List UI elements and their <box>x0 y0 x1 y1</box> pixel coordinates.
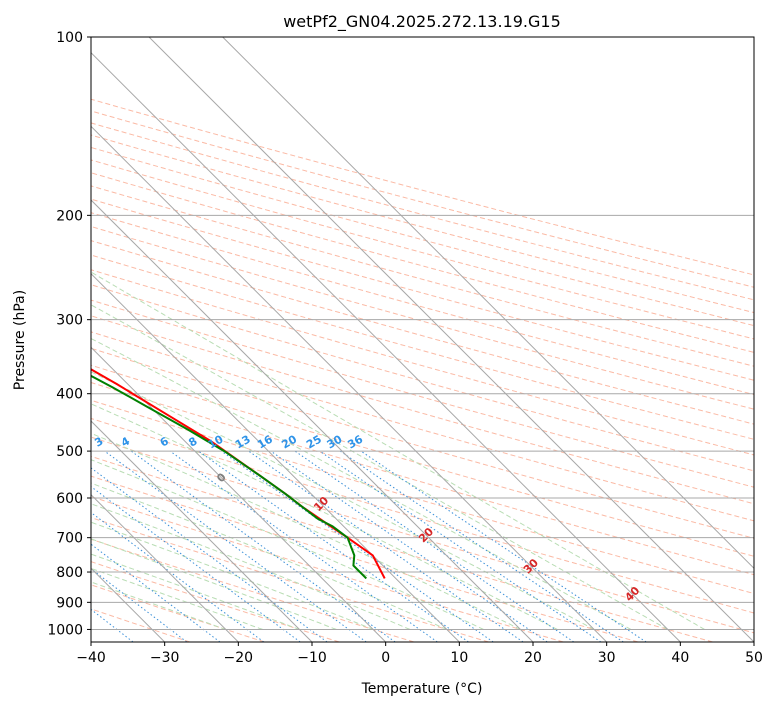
mixing-ratio-line <box>91 543 221 642</box>
y-tick-label: 300 <box>56 313 83 329</box>
dry-adiabat-line <box>91 299 754 488</box>
mixing-ratio-line <box>248 450 524 642</box>
x-tick-label: 10 <box>450 650 468 666</box>
dry-adiabat-line <box>91 98 754 276</box>
moist-adiabat-line <box>91 482 447 630</box>
x-tick-label: 50 <box>745 650 763 666</box>
dewpoint-profile-line <box>91 374 368 580</box>
background-lines <box>91 98 754 642</box>
x-tick-label: −10 <box>297 650 327 666</box>
x-tick-label: −40 <box>76 650 106 666</box>
x-tick-label: −20 <box>224 650 254 666</box>
isotherm-line <box>91 493 239 642</box>
mixing-ratio-line <box>91 467 328 642</box>
moist-adiabat-line <box>91 459 484 630</box>
moist-adiabat-line <box>91 304 669 630</box>
dry-adiabat-line <box>91 212 754 396</box>
x-tick-label: −30 <box>150 650 180 666</box>
y-tick-label: 200 <box>56 208 83 224</box>
isotherm-line <box>148 37 754 642</box>
isotherm-line <box>91 199 534 642</box>
x-axis-title: Temperature (°C) <box>361 681 483 697</box>
x-tick-label: 20 <box>524 650 542 666</box>
isotherm-line <box>222 37 754 570</box>
x-axis-ticks: −40 −30 −20 −10 0 10 20 30 40 50 <box>76 642 763 666</box>
dry-adiabat-line <box>91 225 754 410</box>
x-tick-label: 40 <box>671 650 689 666</box>
dry-adiabat-line <box>91 331 754 522</box>
y-tick-label: 800 <box>56 565 83 581</box>
y-tick-label: 600 <box>56 491 83 507</box>
isotherm-line <box>91 125 608 642</box>
y-axis-title: Pressure (hPa) <box>12 290 28 390</box>
isotherm-line <box>91 272 460 642</box>
mixing-ratio-line <box>198 450 469 642</box>
y-tick-label: 1000 <box>47 622 83 638</box>
chart-title: wetPf2_GN04.2025.272.13.19.G15 <box>283 12 561 32</box>
y-tick-label: 700 <box>56 531 83 547</box>
moist-adiabat-line <box>91 521 374 630</box>
x-tick-label: 0 <box>381 650 390 666</box>
dry-adiabat-line <box>91 172 754 353</box>
grid <box>91 37 754 642</box>
isotherm-line <box>91 346 387 642</box>
isotherm-line <box>91 420 313 642</box>
moist-adiabat-line <box>91 432 521 630</box>
y-tick-label: 900 <box>56 595 83 611</box>
y-tick-label: 500 <box>56 444 83 460</box>
y-tick-label: 400 <box>56 387 83 403</box>
plot-frame <box>90 36 755 643</box>
dry-adiabat-line <box>91 185 754 367</box>
mixing-ratio-line <box>169 450 438 642</box>
moist-adiabat-line <box>91 567 263 630</box>
dry-adiabat-line <box>91 284 754 472</box>
mixing-ratio-line <box>339 450 624 642</box>
y-tick-label: 100 <box>56 30 83 46</box>
mixing-ratio-line <box>270 450 548 642</box>
mixing-ratio-line <box>104 450 367 642</box>
dry-adiabat-line <box>91 110 754 288</box>
moist-adiabat-line <box>91 337 632 630</box>
dry-adiabat-line <box>91 122 754 301</box>
moist-adiabat-line <box>91 271 705 630</box>
isotherm-line <box>91 51 681 642</box>
moist-adiabat-line <box>91 403 558 630</box>
y-axis-ticks: 100 200 300 400 500 600 700 800 900 1000 <box>47 30 91 638</box>
series-layer <box>91 368 386 580</box>
moist-adiabat-line <box>91 371 595 630</box>
x-tick-label: 30 <box>598 650 616 666</box>
dry-adiabat-line <box>91 254 754 440</box>
moist-adiabat-line <box>91 553 300 630</box>
